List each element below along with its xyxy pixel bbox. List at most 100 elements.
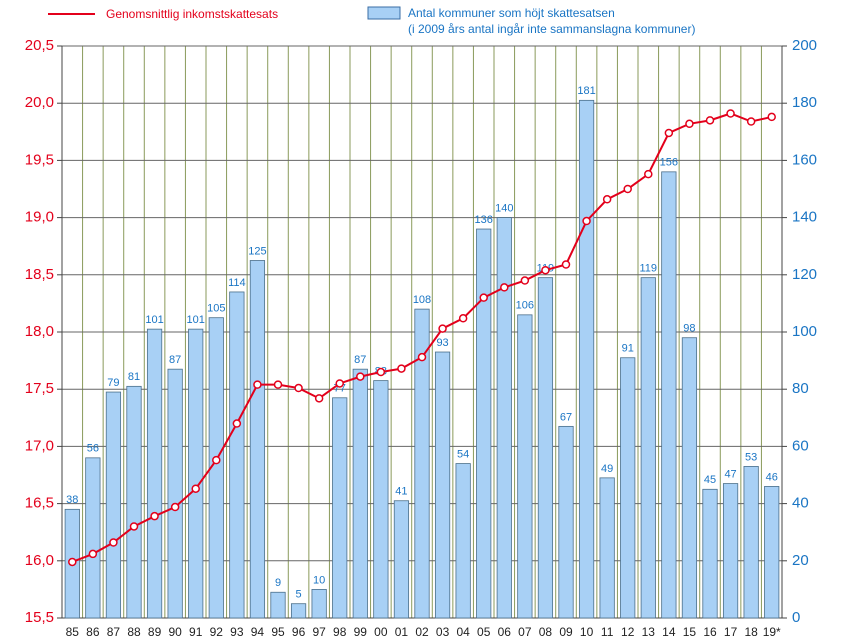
legend-label: Genomsnittlig inkomstskattesats	[106, 7, 278, 21]
line-point	[541, 265, 550, 275]
y2-tick-label: 0	[792, 609, 800, 626]
x-tick-label: 07	[518, 625, 532, 639]
data-label: 81	[128, 371, 140, 383]
bar	[332, 397, 348, 619]
x-tick-label: 85	[66, 625, 80, 639]
y2-tick-label: 40	[792, 495, 809, 512]
bar	[208, 317, 224, 619]
line-point	[685, 119, 694, 129]
x-tick-label: 01	[395, 625, 409, 639]
x-tick-label: 00	[374, 625, 388, 639]
y-tick-label: 15,5	[25, 609, 54, 626]
line-point	[417, 352, 427, 362]
bar	[126, 385, 142, 619]
line-point	[767, 112, 776, 122]
x-tick-label: 11	[601, 625, 614, 639]
bar	[661, 171, 677, 619]
y-tick-label: 16,0	[25, 552, 54, 569]
data-label: 91	[622, 343, 634, 355]
x-tick-label: 86	[86, 625, 100, 639]
y2-tick-label: 140	[792, 209, 817, 226]
bar	[229, 291, 245, 619]
bar	[578, 99, 595, 619]
data-label: 140	[495, 203, 513, 215]
line-point	[746, 117, 756, 126]
line-point	[212, 455, 221, 465]
x-tick-label: 18	[744, 625, 758, 639]
x-tick-label: 97	[312, 625, 326, 639]
data-label: 105	[207, 303, 225, 315]
x-tick-label: 15	[683, 625, 697, 639]
x-tick-label: 95	[271, 625, 285, 639]
bar	[188, 328, 204, 619]
line-point	[520, 276, 530, 285]
bar	[146, 328, 163, 619]
data-label: 119	[640, 263, 658, 275]
x-tick-label: 19*	[763, 625, 781, 639]
x-tick-label: 98	[333, 625, 347, 639]
y-tick-label: 19,5	[25, 151, 54, 168]
line-point	[726, 109, 735, 118]
bar	[476, 228, 492, 619]
bar	[496, 217, 512, 619]
data-label: 98	[683, 323, 695, 335]
legend-note: (i 2009 års antal ingår inte sammanslagn…	[408, 22, 695, 36]
x-tick-label: 88	[127, 625, 141, 639]
line-point	[438, 324, 447, 333]
y2-tick-label: 60	[792, 437, 809, 454]
y-tick-label: 17,5	[25, 380, 54, 397]
x-tick-label: 14	[662, 625, 676, 639]
line-point	[582, 216, 591, 226]
data-label: 45	[704, 474, 716, 486]
line-point	[170, 502, 180, 512]
line-point	[109, 538, 118, 547]
data-label: 38	[66, 494, 78, 506]
bar	[270, 591, 286, 619]
y-tick-label: 20,0	[25, 94, 54, 111]
data-label: 5	[296, 589, 302, 601]
y-tick-label: 18,5	[25, 266, 54, 283]
data-label: 101	[145, 314, 163, 326]
line-point	[397, 364, 406, 373]
data-label: 108	[413, 294, 431, 306]
data-label: 106	[516, 300, 534, 312]
line-point	[664, 128, 674, 138]
y2-tick-label: 100	[792, 323, 817, 340]
data-label: 49	[601, 463, 613, 475]
x-tick-label: 02	[415, 625, 429, 639]
line-point	[150, 511, 159, 521]
line-point	[253, 380, 262, 389]
data-label: 54	[457, 448, 469, 460]
y2-tick-label: 120	[792, 266, 817, 283]
bar	[599, 477, 615, 619]
legend-bar-swatch	[367, 6, 401, 20]
line-point	[458, 314, 468, 323]
bar	[373, 380, 389, 619]
bar	[455, 463, 471, 619]
x-tick-label: 93	[230, 625, 244, 639]
x-tick-label: 91	[189, 625, 203, 639]
bar	[167, 368, 183, 619]
bar	[393, 500, 410, 619]
bar	[352, 368, 368, 619]
legend-label: Antal kommuner som höjt skattesatsen	[408, 6, 615, 20]
line-point	[335, 379, 344, 388]
x-tick-label: 92	[210, 625, 224, 639]
bar	[537, 277, 554, 619]
bar	[290, 603, 307, 619]
line-point	[273, 380, 283, 389]
bar	[681, 337, 698, 619]
bar	[311, 589, 327, 619]
x-tick-label: 89	[148, 625, 162, 639]
data-label: 114	[228, 277, 246, 289]
line-point	[129, 522, 139, 531]
line-point	[88, 549, 98, 559]
bar	[558, 425, 574, 619]
line-point	[705, 116, 715, 125]
line-point	[294, 383, 303, 393]
data-label: 181	[577, 85, 595, 97]
data-label: 10	[313, 574, 325, 586]
x-tick-label: 90	[168, 625, 182, 639]
line-point	[232, 419, 242, 428]
